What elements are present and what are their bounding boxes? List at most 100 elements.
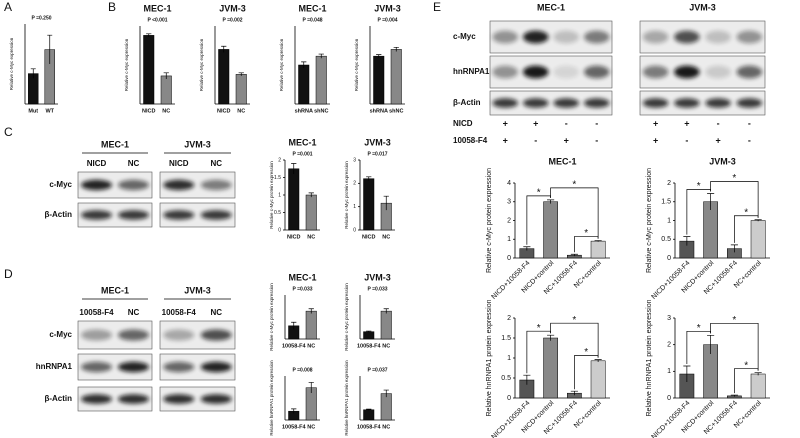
y-tick-label: 0.5 — [501, 375, 511, 382]
bar — [298, 64, 310, 105]
x-tick-label: NC — [307, 424, 315, 430]
y-axis-label: Relative c-Myc protein expression — [344, 283, 349, 351]
p-value: P =0.004 — [377, 17, 397, 23]
y-axis-label: Relative c-Myc protein expression — [344, 161, 349, 229]
error-bar — [754, 372, 762, 376]
blot-band — [80, 394, 113, 404]
significance-bracket — [710, 181, 759, 218]
blot-row-label: β-Actin — [44, 394, 72, 403]
y-tick-label: 1 — [667, 217, 671, 224]
blot-band — [522, 65, 549, 79]
blot-band — [705, 65, 731, 79]
p-value: P =0.033 — [292, 286, 312, 292]
blot-row-label: β-Actin — [44, 210, 72, 219]
chart-title: JVM-3 — [219, 3, 246, 13]
error-bar — [163, 72, 169, 80]
blot-band — [736, 65, 763, 79]
blot-row-label: β-Actin — [453, 98, 481, 107]
y-axis-label: Relative hnRNPA1 protein expression — [344, 360, 349, 436]
blot-band — [492, 65, 519, 79]
bar — [363, 178, 375, 231]
error-bar — [570, 253, 578, 257]
significance-star: * — [697, 181, 701, 192]
blot-row-label: hnRNPA1 — [36, 362, 73, 371]
y-tick-label: 0 — [353, 227, 356, 233]
blot-band — [583, 98, 610, 108]
p-value: P =0.250 — [31, 15, 51, 21]
error-bar — [301, 61, 307, 69]
condition-sign: - — [748, 118, 751, 128]
y-axis-label: Relative hnRNPA1 protein expression — [486, 299, 493, 416]
blot-band — [553, 30, 580, 44]
condition-sign: + — [653, 118, 658, 128]
blot-band — [163, 179, 195, 191]
bar — [288, 168, 300, 231]
significance-bracket — [734, 368, 759, 394]
y-tick-label: 1.5 — [661, 199, 671, 206]
panel-label: C — [4, 125, 13, 139]
x-tick-label: NC — [307, 343, 315, 349]
blot-band — [492, 30, 519, 44]
condition-label: NICD — [453, 119, 473, 128]
y-axis-label: Relative c-Myc protein expression — [269, 283, 274, 351]
blot-band — [117, 394, 150, 404]
chart-title: MEC-1 — [298, 3, 326, 13]
lane-label: NICD — [169, 159, 189, 168]
bar — [543, 201, 558, 259]
bar — [590, 240, 606, 259]
error-bar — [308, 382, 314, 394]
y-axis-label: Relative c-Myc expression — [9, 37, 14, 90]
significance-star: * — [732, 173, 736, 184]
x-tick-label: NICD+10058-F4 — [490, 260, 531, 301]
blot-band — [522, 30, 549, 44]
blot-band — [705, 30, 731, 44]
error-bar — [30, 68, 36, 79]
blot-band — [583, 65, 610, 79]
y-tick-label: 0 — [667, 255, 671, 262]
significance-star: * — [572, 315, 576, 326]
blot-band — [163, 329, 195, 341]
error-bar — [523, 246, 531, 251]
y-tick-label: 2 — [507, 217, 511, 224]
y-tick-label: 0 — [667, 395, 671, 402]
lane-label: 10058-F4 — [162, 308, 197, 317]
bar — [380, 310, 392, 340]
significance-star: * — [744, 207, 748, 218]
x-tick-label: Mut — [28, 108, 38, 114]
significance-star: * — [572, 180, 576, 191]
blot-band — [80, 329, 113, 341]
significance-star: * — [584, 228, 588, 239]
bar — [305, 310, 317, 340]
condition-sign: - — [595, 135, 598, 145]
x-tick-label: NICD — [142, 108, 155, 114]
error-bar — [146, 33, 152, 37]
error-bar — [383, 308, 389, 314]
y-tick-label: 1.5 — [501, 335, 511, 342]
y-tick-label: 0 — [507, 395, 511, 402]
condition-sign: - — [685, 135, 688, 145]
blot-band — [583, 30, 610, 44]
error-bar — [383, 195, 389, 211]
blot-band — [553, 98, 580, 108]
condition-sign: - — [748, 135, 751, 145]
y-tick-label: 1.5 — [274, 175, 281, 181]
lane-label: NC — [128, 159, 140, 168]
blot-group-label: MEC-1 — [101, 285, 129, 295]
error-bar — [308, 192, 314, 198]
x-tick-label: shNC — [389, 108, 403, 114]
blot-band — [80, 361, 113, 373]
blot-band — [642, 65, 669, 79]
error-bar — [291, 163, 297, 174]
error-bar — [308, 308, 314, 314]
y-tick-label: 3 — [353, 157, 356, 163]
chart-title: MEC-1 — [288, 272, 316, 282]
blot-row-label: hnRNPA1 — [453, 67, 490, 76]
condition-sign: + — [503, 135, 508, 145]
bar — [590, 360, 606, 399]
lane-label: NICD — [87, 159, 107, 168]
blot-band — [705, 98, 731, 108]
panel-label: D — [4, 267, 13, 281]
y-tick-label: 1 — [667, 368, 671, 375]
y-tick-label: 3 — [667, 315, 671, 322]
